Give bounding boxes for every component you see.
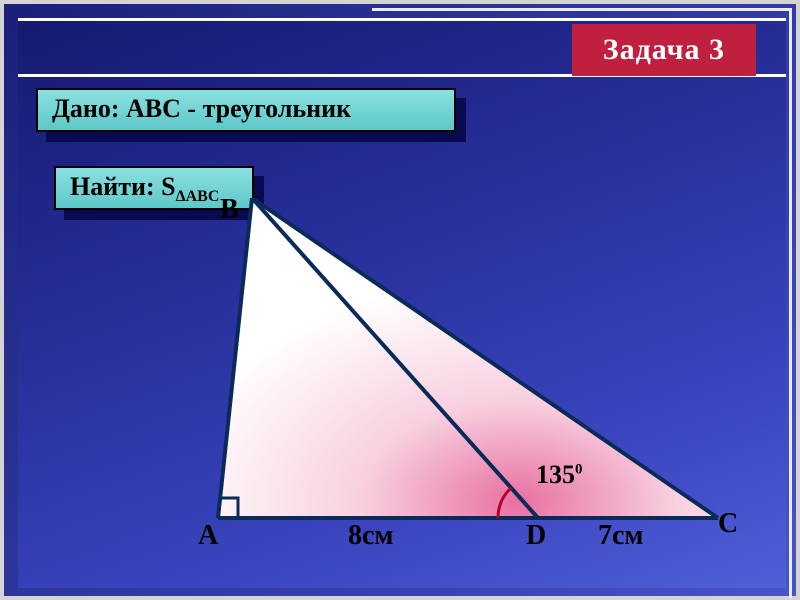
label-angle-BDC: 1350: [536, 460, 583, 490]
header-rule-top: [18, 18, 786, 21]
given-panel: Дано: ABC - треугольник: [36, 88, 456, 132]
label-C: C: [718, 508, 738, 540]
label-DC-length: 7см: [598, 520, 644, 552]
triangle-figure: A B C D 8см 7см 1350: [158, 198, 738, 578]
outer-frame: Задача 3 Дано: ABC - треугольник Найти: …: [0, 0, 800, 600]
find-prefix: Найти: S: [70, 172, 176, 201]
problem-title-badge: Задача 3: [572, 24, 756, 76]
label-AD-length: 8см: [348, 520, 394, 552]
triangle-svg: [158, 198, 738, 568]
label-B: B: [220, 194, 239, 226]
slide-area: Задача 3 Дано: ABC - треугольник Найти: …: [18, 18, 786, 588]
angle-degree: 0: [575, 461, 583, 477]
label-D: D: [526, 520, 546, 552]
angle-value: 135: [536, 460, 575, 489]
label-A: A: [198, 520, 218, 552]
